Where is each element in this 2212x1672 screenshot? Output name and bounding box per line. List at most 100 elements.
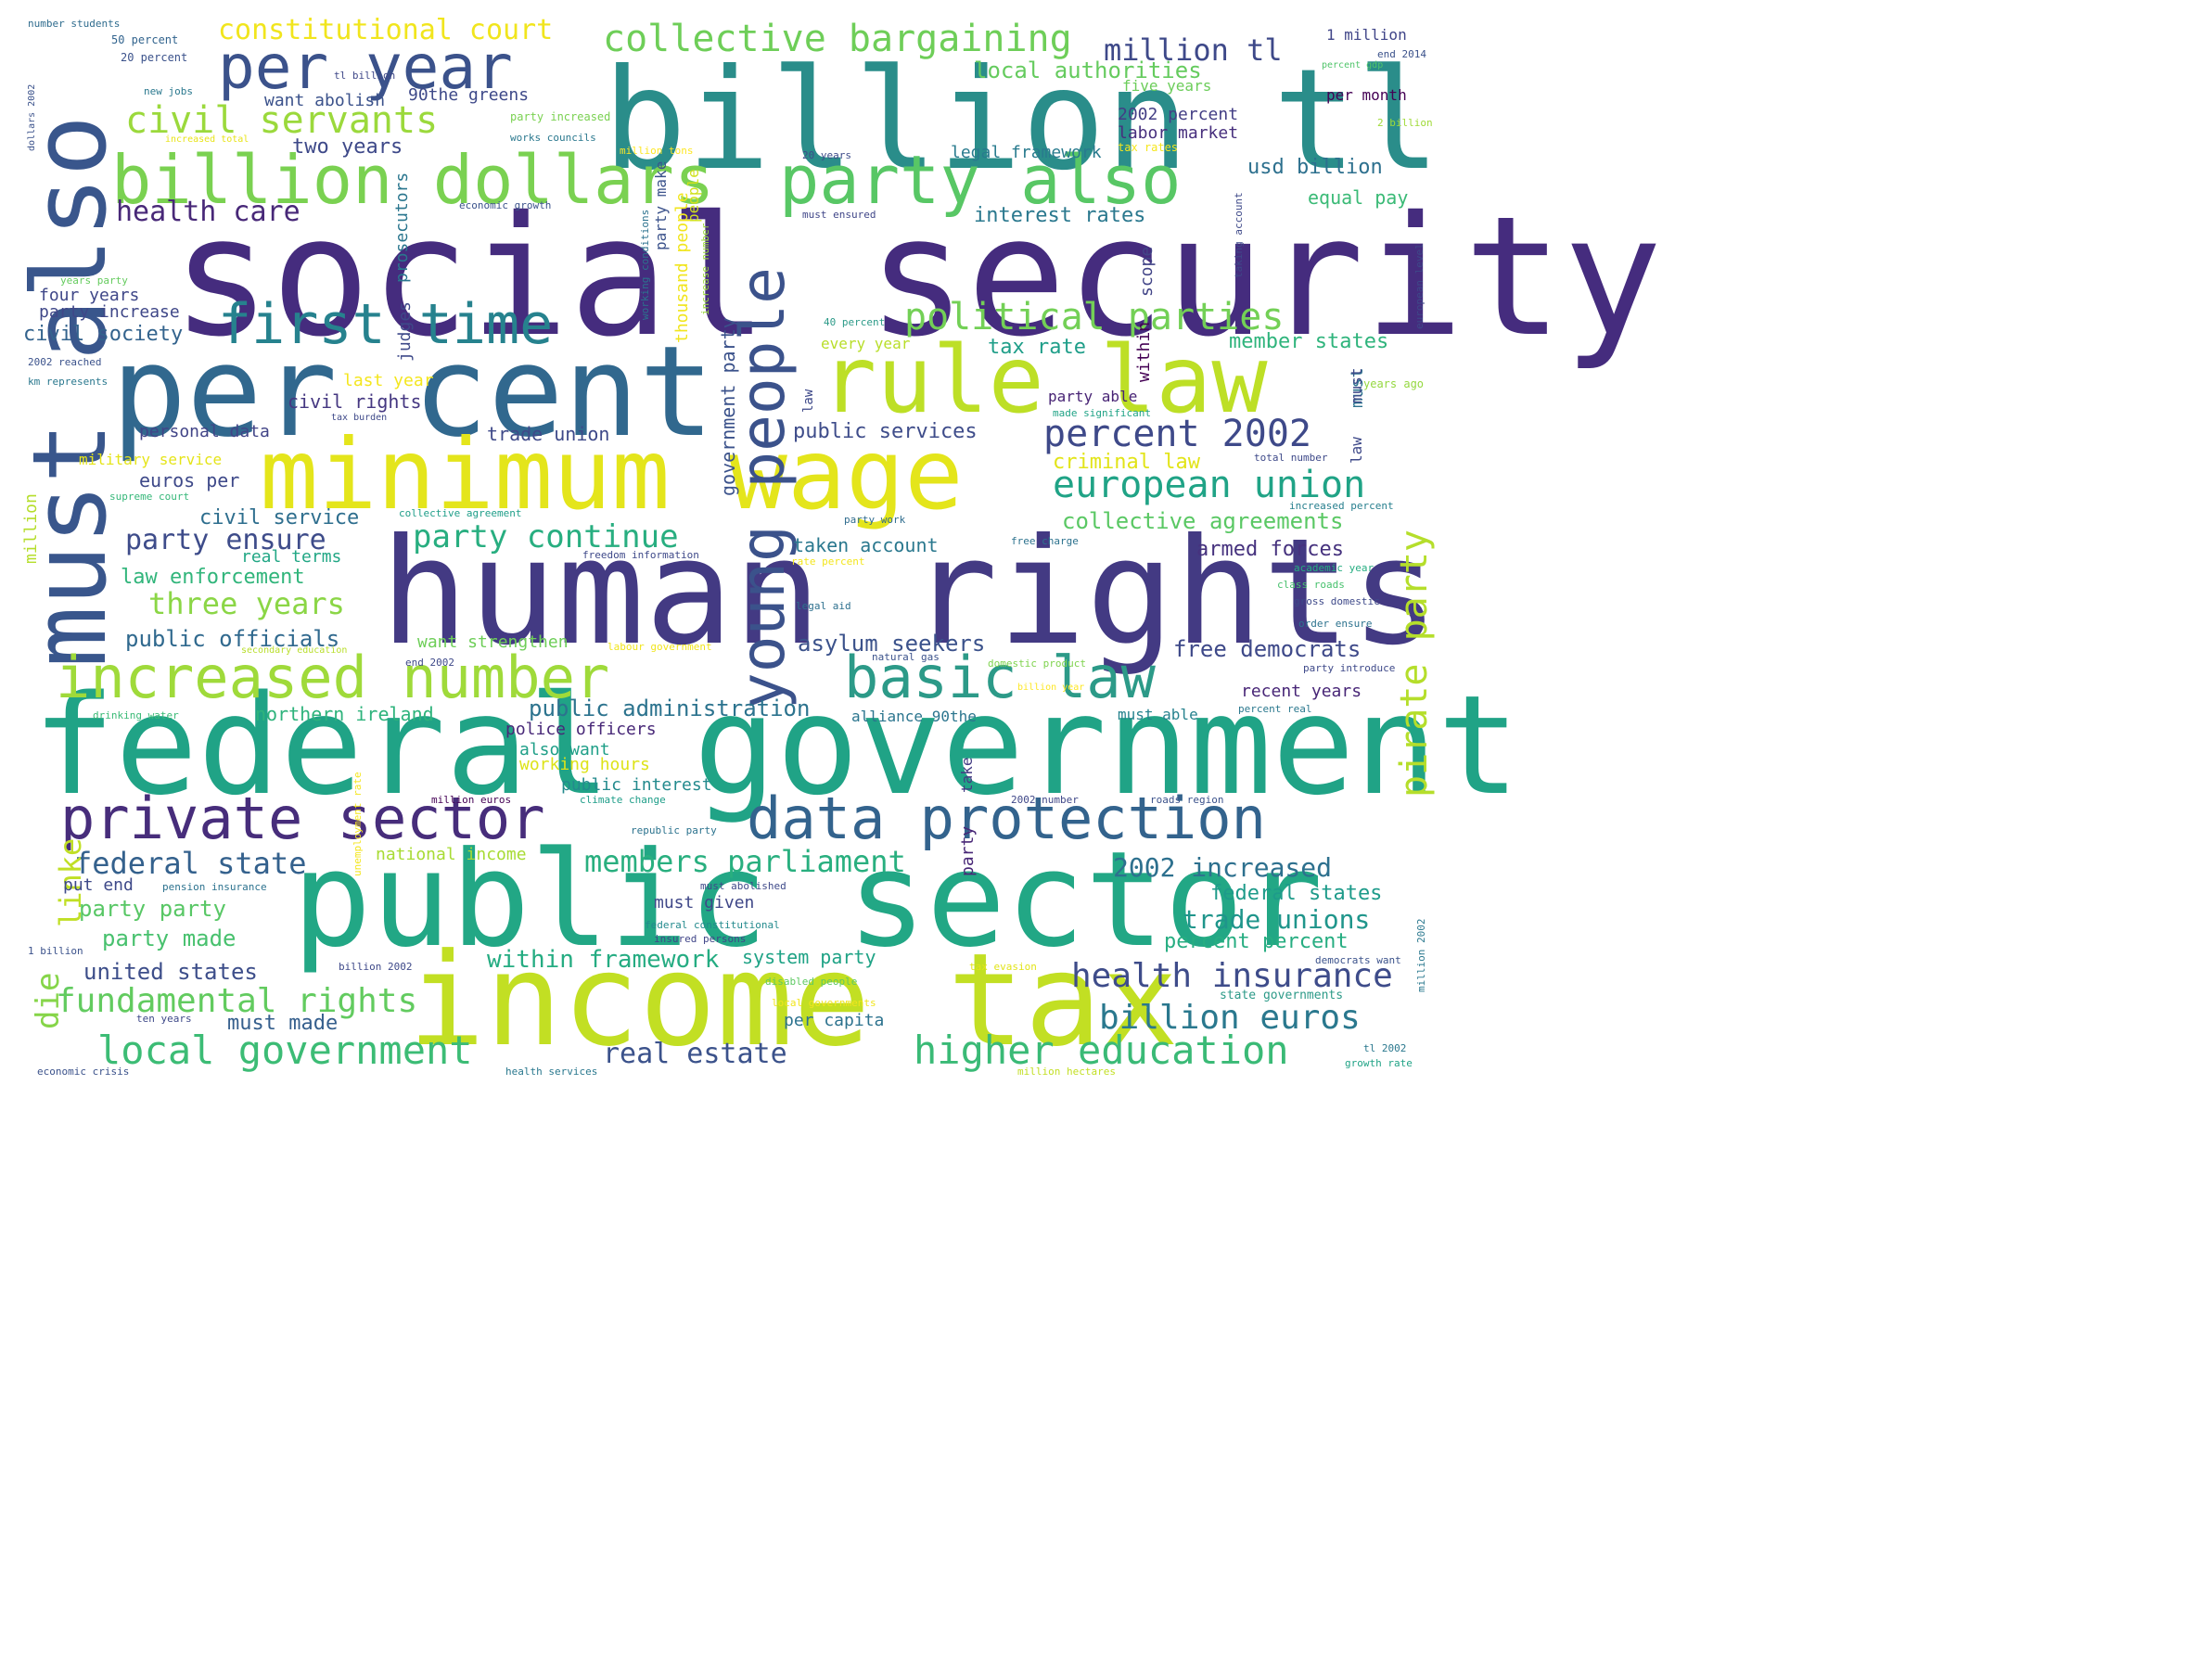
word: military service [79,451,223,468]
word: total number [1254,452,1328,464]
word: collective agreements [1062,508,1344,534]
word: years party [60,274,128,287]
word: scope [1137,246,1157,297]
word: new jobs [144,85,193,97]
word: 50 percent [111,33,179,46]
word: national income [376,845,527,864]
word: rate percent [791,555,865,568]
word: 90the greens [408,85,530,105]
word: system party [742,946,876,968]
word: growth rate [1345,1057,1413,1069]
word: civil service [199,506,360,530]
word: pirate party [1393,530,1436,798]
word: taken account [793,534,939,556]
word: must made [227,1012,339,1035]
word: km represents [28,376,109,388]
word: take [958,757,976,793]
word: 40 percent [824,316,886,328]
word: ten years [136,1013,192,1025]
word: percent real [1238,703,1312,715]
word: tax rate [988,336,1086,359]
word: free charge [1011,535,1079,547]
word: 1 million [1326,26,1407,44]
word: party increase [39,302,180,322]
word: must able [1118,706,1198,723]
word: economic crisis [37,1066,130,1078]
word: secondary education [241,645,348,656]
word: local government [97,1027,473,1073]
word: federal states [1210,882,1383,905]
word: order ensure [1298,618,1373,630]
word: per cent [111,319,715,465]
word: domestic product [988,657,1086,670]
word: must given [654,893,755,913]
word: taking account [1233,192,1245,278]
word: real terms [241,547,342,567]
word: usd billion [1247,156,1383,179]
word: party able [1048,388,1138,405]
word: 2002 increased [1113,852,1333,883]
word: democrats want [1315,954,1401,966]
word: united states [83,959,258,985]
word: party party [79,896,226,922]
word: class roads [1277,579,1345,591]
word: members parliament [584,844,906,879]
word: basic law [844,644,1156,711]
word: law enforcement [121,566,305,589]
word: 20 percent [121,51,188,64]
word: disabled people [765,976,858,988]
word: party work [844,514,906,526]
word: criminal law [1053,451,1200,474]
word: unemployment rate [352,772,364,876]
word: every year [821,335,911,352]
word: put end [63,875,134,895]
word: working hours [519,755,650,774]
word: 20 years [802,149,851,161]
word: public services [793,420,978,443]
word: political parties [904,296,1285,338]
word: million tl [1104,32,1283,68]
word: tax evasion [969,961,1037,973]
word: increased number [56,644,610,711]
word: increased percent [1289,500,1394,512]
word: collective agreement [399,507,522,519]
word: increased total [165,134,249,145]
word: within framework [487,946,720,974]
word: end 2002 [405,657,454,669]
word: percent percent [1164,930,1349,953]
word: million 2002 [1415,918,1427,992]
word: constitutional court [218,14,554,46]
word: billion 2002 [339,961,413,973]
word: tl 2002 [1363,1042,1407,1054]
word: health insurance [1071,957,1393,995]
word: 1 billion [28,945,83,957]
word: must also [10,114,129,668]
word: per month [1326,86,1407,104]
word: minimum wage [260,418,964,531]
word: higher education [914,1027,1289,1073]
word: trade union [487,423,610,445]
word: dollars 2002 [27,83,37,151]
word: republic party [631,824,717,836]
word: european union [1053,464,1366,506]
word: percent gdp [1322,60,1384,70]
word: 2 billion [1377,117,1433,129]
word: judges [395,300,415,362]
word: equal pay [1308,186,1409,209]
word: insured persons [654,933,747,945]
word: last year [343,371,434,390]
word: health services [505,1066,598,1078]
word: real estate [603,1038,787,1070]
word: increase number [699,223,711,315]
word: civil servants [125,99,439,142]
word: natural gas [872,651,940,663]
word: party ensure [125,524,326,556]
word: five years [1122,77,1212,95]
word: asylum seekers [798,631,986,657]
word: labour government [607,641,712,653]
word: party made [102,925,237,951]
word: party also [779,141,1182,219]
word: three years [148,586,345,621]
word: legal aid [796,600,851,612]
